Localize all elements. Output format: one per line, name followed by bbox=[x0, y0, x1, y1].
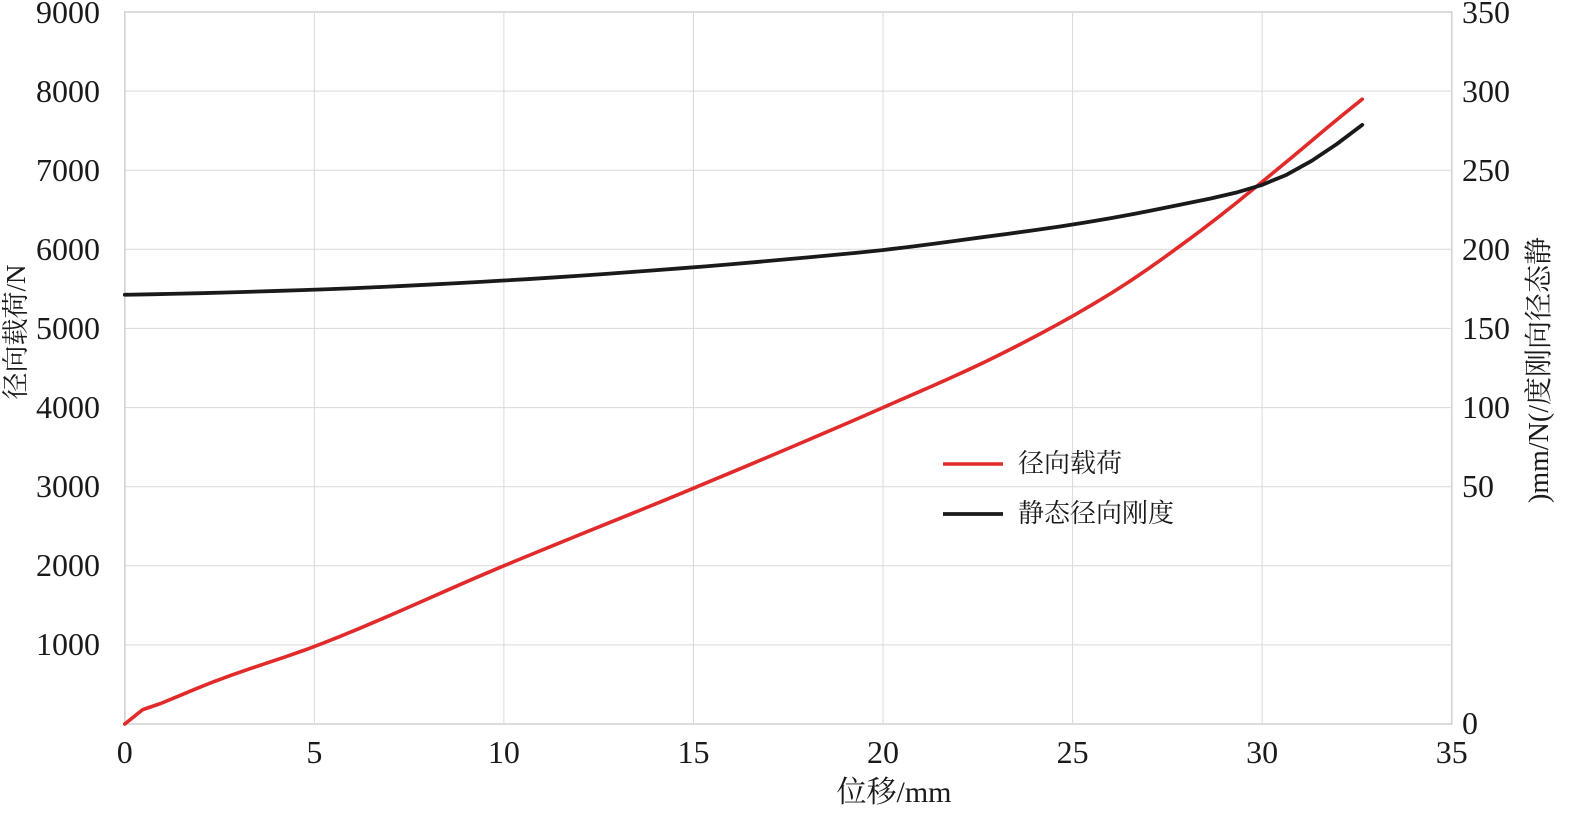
svg-text:300: 300 bbox=[1462, 73, 1510, 109]
svg-text:径向载荷/N: 径向载荷/N bbox=[1, 265, 31, 400]
svg-text:50: 50 bbox=[1462, 468, 1494, 504]
svg-text:3000: 3000 bbox=[36, 468, 100, 504]
svg-text:15: 15 bbox=[677, 734, 709, 770]
svg-text:7000: 7000 bbox=[36, 152, 100, 188]
svg-text:位移/mm: 位移/mm bbox=[836, 776, 951, 809]
svg-text:5: 5 bbox=[306, 734, 322, 770]
svg-text:25: 25 bbox=[1057, 734, 1089, 770]
svg-text:径向载荷: 径向载荷 bbox=[1018, 449, 1122, 478]
svg-text:5000: 5000 bbox=[36, 310, 100, 346]
svg-text:10: 10 bbox=[488, 734, 520, 770]
svg-text:9000: 9000 bbox=[36, 0, 100, 30]
svg-text:150: 150 bbox=[1462, 310, 1510, 346]
svg-text:30: 30 bbox=[1246, 734, 1278, 770]
svg-text:20: 20 bbox=[867, 734, 899, 770]
svg-text:35: 35 bbox=[1436, 734, 1468, 770]
svg-text:4000: 4000 bbox=[36, 389, 100, 425]
svg-text:静态径向刚度: 静态径向刚度 bbox=[1018, 499, 1174, 528]
svg-text:)mm/N(/度刚向径态静: )mm/N(/度刚向径态静 bbox=[1523, 237, 1555, 503]
svg-text:100: 100 bbox=[1462, 389, 1510, 425]
svg-text:200: 200 bbox=[1462, 231, 1510, 267]
svg-text:2000: 2000 bbox=[36, 547, 100, 583]
svg-text:8000: 8000 bbox=[36, 73, 100, 109]
svg-text:350: 350 bbox=[1462, 0, 1510, 30]
svg-text:1000: 1000 bbox=[36, 626, 100, 662]
svg-text:250: 250 bbox=[1462, 152, 1510, 188]
svg-text:0: 0 bbox=[117, 734, 133, 770]
svg-text:6000: 6000 bbox=[36, 231, 100, 267]
